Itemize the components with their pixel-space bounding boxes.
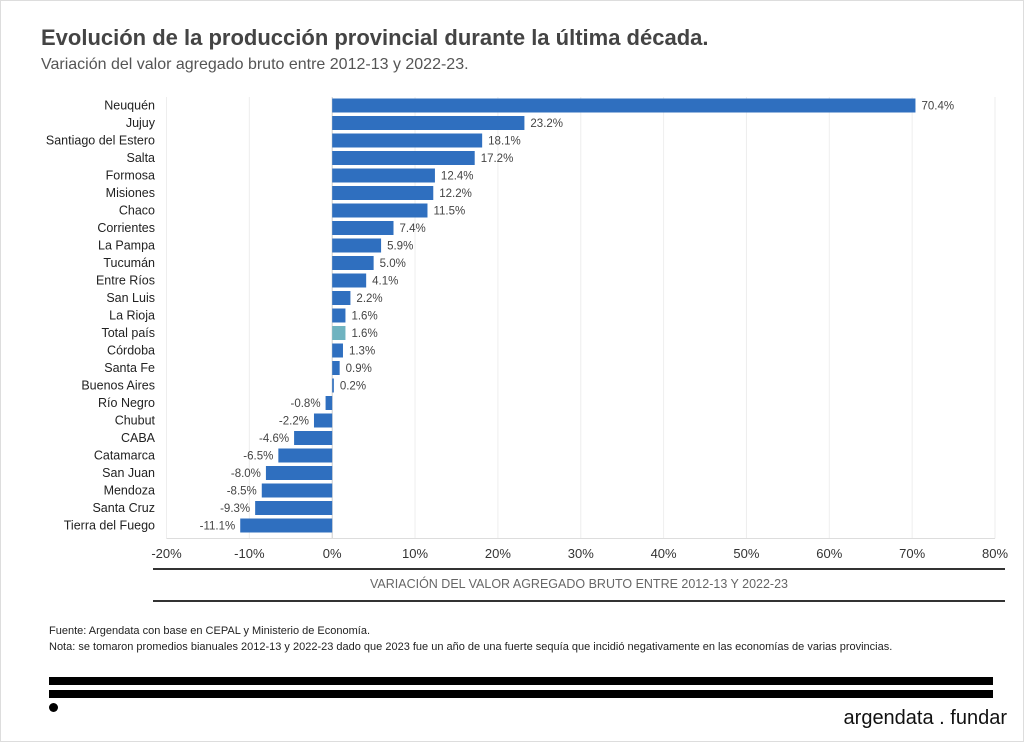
x-tick-label: 60% [816,546,842,561]
data-label: 4.1% [372,276,398,288]
bar [313,413,333,428]
category-label: Santiago del Estero [46,134,155,148]
data-label: 2.2% [356,293,382,305]
data-label: -9.3% [220,503,250,515]
category-label: Santa Cruz [92,501,155,515]
x-tick-label: -10% [234,546,265,561]
category-label: Río Negro [98,396,155,410]
category-label: Entre Ríos [96,274,155,288]
category-label: Mendoza [104,484,155,498]
data-label: 0.2% [340,381,366,393]
x-axis-title: VARIACIÓN DEL VALOR AGREGADO BRUTO ENTRE… [370,577,788,591]
data-label: -2.2% [279,416,309,428]
bar [240,518,333,533]
category-label: Chubut [115,414,156,428]
bar [332,221,394,235]
data-label: 0.9% [346,363,372,375]
bar [332,378,334,393]
bar [265,466,333,480]
bar [255,501,333,515]
category-label: Buenos Aires [81,379,155,393]
data-label: -8.5% [227,486,257,498]
source-note: Fuente: Argendata con base en CEPAL y Mi… [49,625,371,637]
bar [332,343,343,358]
data-label: -0.8% [291,398,321,410]
x-tick-label: 80% [982,546,1008,561]
x-tick-label: 30% [568,546,594,561]
bar [332,291,351,305]
category-label: San Juan [102,466,155,480]
x-tick-label: 20% [485,546,511,561]
data-label: 70.4% [921,101,954,113]
category-label: Corrientes [97,221,155,235]
data-label: 5.0% [380,258,406,270]
bar [332,203,428,218]
bar [332,151,475,165]
category-label: Neuquén [104,99,155,113]
bar [261,483,333,498]
x-tick-label: 70% [899,546,925,561]
category-label: Tucumán [103,256,155,270]
category-label: CABA [121,431,156,445]
axis-rule-bottom [153,600,1005,602]
bar [332,308,346,323]
data-label: -8.0% [231,468,261,480]
bar [332,116,525,130]
data-label: -6.5% [243,451,273,463]
category-label: Misiones [106,186,155,200]
decorative-dot [49,703,58,712]
category-label: Salta [127,151,156,165]
data-label: -11.1% [200,521,236,533]
bar [332,326,346,340]
data-label: 12.4% [441,171,474,183]
bar [332,238,382,253]
category-label: Tierra del Fuego [64,519,155,533]
decorative-band [49,690,993,698]
bar [332,168,435,183]
category-label: San Luis [106,291,155,305]
category-label: Córdoba [107,344,155,358]
category-label: Chaco [119,204,155,218]
bar [325,396,333,410]
category-label: Santa Fe [104,361,155,375]
category-label: La Pampa [98,239,155,253]
data-label: 12.2% [439,188,472,200]
data-label: -4.6% [259,433,289,445]
x-tick-label: -20% [151,546,182,561]
bar [332,133,483,148]
data-label: 1.6% [351,328,377,340]
bar [332,98,916,113]
bar [278,448,333,463]
x-tick-label: 10% [402,546,428,561]
footnote: Nota: se tomaron promedios bianuales 201… [49,641,893,653]
category-label: Catamarca [94,449,155,463]
data-label: 5.9% [387,241,413,253]
category-label: La Rioja [109,309,155,323]
x-tick-label: 40% [651,546,677,561]
data-label: 11.5% [433,206,465,218]
data-label: 7.4% [400,223,426,235]
logo: argendata . fundar [843,707,1007,729]
category-label: Formosa [106,169,155,183]
data-label: 18.1% [488,136,521,148]
axis-rule-top [153,568,1005,570]
x-tick-label: 0% [323,546,342,561]
category-label: Jujuy [126,116,156,130]
chart-subtitle: Variación del valor agregado bruto entre… [41,56,469,73]
x-tick-label: 50% [733,546,759,561]
data-label: 1.6% [351,311,377,323]
bar [332,361,340,375]
data-label: 23.2% [530,118,563,130]
chart-title: Evolución de la producción provincial du… [41,25,709,50]
decorative-band [49,677,993,685]
bar [332,273,367,288]
data-label: 17.2% [481,153,514,165]
category-label: Total país [101,326,155,340]
bar [332,256,374,270]
bar [332,186,434,200]
bar [294,431,333,445]
data-label: 1.3% [349,346,375,358]
